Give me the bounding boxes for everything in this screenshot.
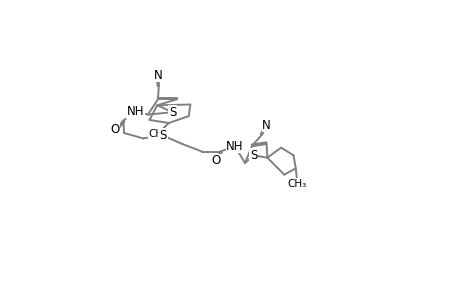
Text: N: N: [262, 119, 270, 132]
Text: S: S: [168, 106, 176, 119]
Text: O: O: [212, 154, 221, 167]
Text: O: O: [110, 123, 119, 136]
Text: CH₃: CH₃: [148, 129, 167, 139]
Text: S: S: [249, 149, 257, 162]
Text: NH: NH: [127, 105, 144, 118]
Text: CH₃: CH₃: [287, 179, 306, 189]
Text: N: N: [153, 69, 162, 82]
Text: S: S: [158, 129, 166, 142]
Text: NH: NH: [226, 140, 243, 153]
